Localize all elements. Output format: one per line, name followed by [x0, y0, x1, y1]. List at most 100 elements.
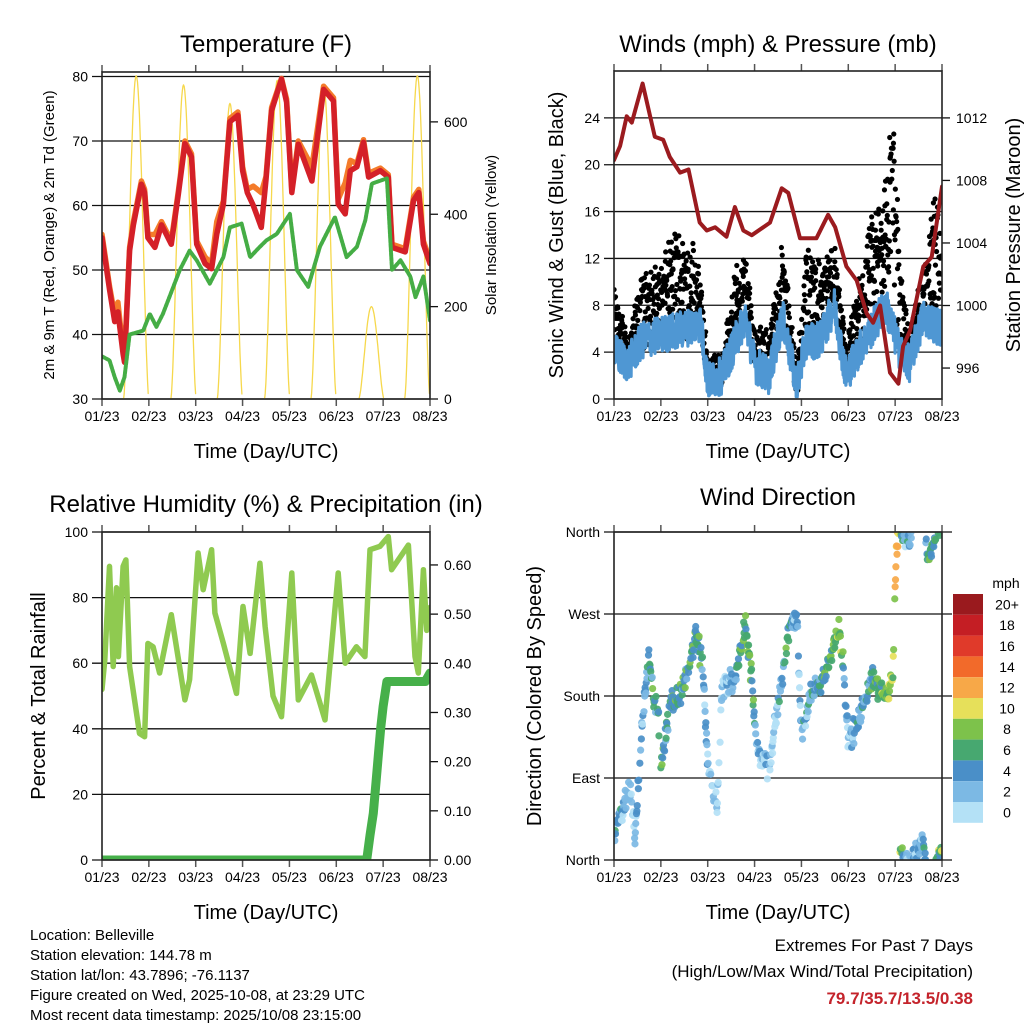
gust-point [926, 278, 932, 284]
wind-direction-point [890, 645, 898, 654]
winds-ylabel-right: Station Pressure (Maroon) [1003, 118, 1024, 353]
y-tick-label: North [566, 852, 600, 868]
gust-point [670, 306, 676, 312]
gust-point [890, 145, 896, 151]
y-tick-label: 20 [584, 157, 600, 173]
wind-direction-point [664, 710, 672, 718]
wind-direction-point [779, 680, 787, 688]
y-tick-label: West [568, 606, 600, 622]
temperature-xlabel: Time (Day/UTC) [194, 441, 339, 463]
wind-direction-point [735, 662, 743, 670]
x-tick-label: 04/23 [737, 869, 772, 885]
gust-point [789, 324, 795, 331]
wind-direction-point [713, 799, 722, 807]
wind-direction-point [857, 713, 866, 722]
gust-point [770, 322, 776, 328]
wind-direction-point [700, 685, 708, 693]
gust-point [739, 295, 745, 301]
wind-direction-point [732, 676, 740, 684]
y-tick-label: East [572, 770, 600, 786]
gust-point [876, 206, 882, 212]
y-right-tick-label: 400 [444, 206, 468, 222]
wind-direction-point [798, 735, 807, 743]
gust-point [805, 247, 811, 253]
wind-direction-point [717, 706, 725, 714]
wind-direction-point [677, 699, 685, 708]
wind-direction-point [692, 622, 700, 631]
wind-direction-point [633, 807, 641, 815]
wind-direction-point [749, 696, 758, 704]
wind-direction-point [631, 840, 639, 848]
gust-point [929, 300, 935, 307]
solar-insolation-line [358, 305, 385, 399]
plot-frame [613, 531, 943, 861]
gust-point [777, 295, 783, 301]
sonic-wind-line [614, 288, 942, 399]
y-right-tick-label: 200 [444, 299, 468, 315]
wind-direction-point [683, 675, 691, 683]
wind-direction-point [662, 734, 670, 742]
precipitation-line [102, 668, 430, 860]
gust-point [891, 158, 897, 164]
gust-point [840, 314, 846, 320]
wind-direction-point [936, 532, 942, 539]
gust-point [807, 255, 813, 261]
wind-direction-point [614, 837, 619, 845]
colorbar-label: 18 [999, 617, 1015, 633]
gust-point [740, 273, 746, 280]
gust-point [786, 303, 792, 309]
gust-point [847, 339, 854, 345]
y-right-tick-label: 600 [444, 114, 468, 130]
wind-direction-point [689, 653, 697, 662]
gust-point [903, 311, 909, 317]
gust-point [698, 289, 705, 295]
wind-direction-point [922, 535, 930, 543]
x-tick-label: 01/23 [84, 408, 119, 424]
wind-direction-point [795, 684, 804, 692]
gust-point [890, 140, 897, 146]
wind-direction-point [892, 563, 900, 571]
wind-direction-point [785, 637, 793, 645]
gust-point [836, 293, 842, 300]
gust-point [864, 243, 870, 249]
gust-point [884, 201, 890, 207]
y-tick-label: 30 [72, 391, 88, 407]
gust-point [622, 324, 628, 330]
panel-2-axes: 0 20 40 60 80 100 0.00 0.10 0.20 0.30 0.40 0.50 0.60… [65, 524, 472, 885]
extremes-subtitle: (High/Low/Max Wind/Total Precipitation) [672, 962, 973, 981]
gust-point [672, 288, 679, 294]
wind-direction-point [748, 677, 756, 685]
gust-point [878, 227, 884, 233]
colorbar-label: 8 [1003, 721, 1011, 737]
humidity-ylabel: Percent & Total Rainfall [28, 592, 50, 800]
wind-direction-point [938, 847, 942, 855]
gust-point [683, 258, 689, 264]
x-tick-label: 07/23 [878, 408, 913, 424]
wind-direction-point [645, 646, 653, 654]
colorbar-label: 10 [999, 700, 1015, 716]
wind-direction-point [794, 652, 803, 660]
gust-point [676, 233, 682, 239]
gust-point [886, 238, 892, 244]
gust-point [896, 262, 902, 268]
x-tick-label: 03/23 [178, 408, 213, 424]
humidity-xlabel: Time (Day/UTC) [194, 902, 339, 924]
wind-direction-point [885, 687, 894, 695]
gust-point [779, 263, 786, 269]
wind-direction-point [749, 701, 757, 709]
x-tick-label: 08/23 [924, 408, 959, 424]
gust-point [875, 211, 881, 217]
plot-frame [101, 531, 431, 861]
wind-direction-point [684, 668, 693, 677]
gust-point [921, 291, 927, 297]
gust-point [690, 240, 696, 247]
wind-direction-point [715, 759, 723, 767]
wind-direction-point [894, 543, 902, 551]
gust-point [859, 282, 865, 288]
wind-direction-point [778, 674, 786, 682]
y-tick-label: 80 [72, 590, 88, 606]
wind-direction-point [889, 674, 897, 682]
wind-direction-point [936, 854, 942, 860]
x-tick-label: 05/23 [784, 869, 819, 885]
